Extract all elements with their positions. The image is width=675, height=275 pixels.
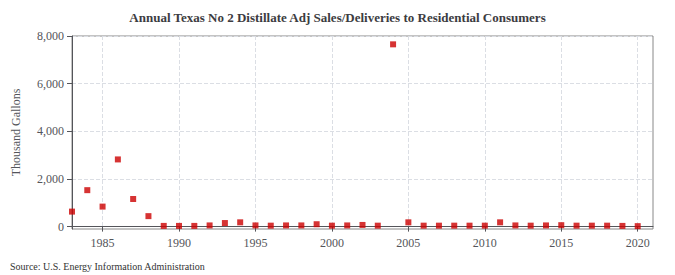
- svg-text:1985: 1985: [91, 236, 115, 250]
- svg-text:8,000: 8,000: [37, 29, 64, 43]
- svg-text:2,000: 2,000: [37, 172, 64, 186]
- svg-text:2010: 2010: [473, 236, 497, 250]
- svg-text:2015: 2015: [549, 236, 573, 250]
- svg-text:Thousand Gallons: Thousand Gallons: [9, 88, 23, 176]
- svg-text:4,000: 4,000: [37, 124, 64, 138]
- svg-text:1995: 1995: [243, 236, 267, 250]
- svg-text:6,000: 6,000: [37, 77, 64, 91]
- svg-text:0: 0: [58, 220, 64, 234]
- svg-text:Annual Texas No 2 Distillate A: Annual Texas No 2 Distillate Adj Sales/D…: [129, 10, 545, 25]
- svg-text:2000: 2000: [320, 236, 344, 250]
- svg-text:2005: 2005: [396, 236, 420, 250]
- svg-text:2020: 2020: [626, 236, 650, 250]
- svg-text:1990: 1990: [167, 236, 191, 250]
- svg-text:Source: U.S. Energy Informatio: Source: U.S. Energy Information Administ…: [10, 261, 205, 272]
